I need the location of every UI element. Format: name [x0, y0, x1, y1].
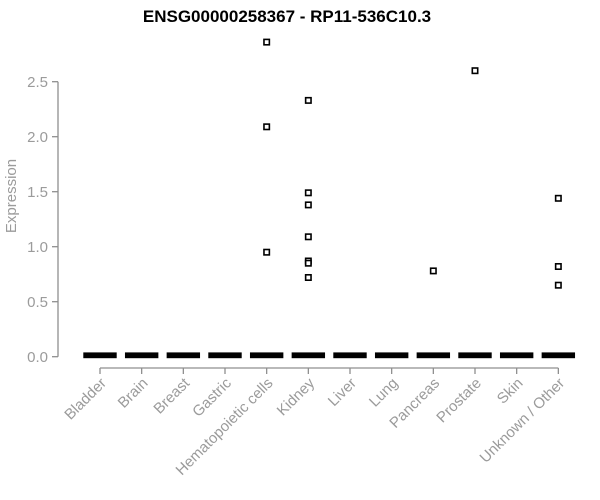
x-tick-label: Brain [115, 375, 152, 412]
median-bar [374, 352, 409, 359]
x-tick-label: Prostate [433, 375, 485, 427]
outlier-point [554, 262, 562, 270]
outlier-point [554, 281, 562, 289]
median-bar [541, 352, 576, 359]
y-tick-label: 2.0 [27, 129, 48, 146]
median-bar [124, 352, 159, 359]
outlier-point [263, 248, 271, 256]
x-tick-label: Breast [150, 374, 193, 417]
outlier-point [429, 267, 437, 275]
outlier-point [304, 201, 312, 209]
outlier-point [304, 96, 312, 104]
x-tick-label: Skin [494, 375, 527, 408]
x-tick-label: Lung [366, 375, 402, 411]
y-tick-label: 2.5 [27, 74, 48, 91]
median-bar [249, 352, 284, 359]
median-bar [83, 352, 117, 359]
median-bar [458, 352, 492, 359]
x-tick-label: Kidney [274, 374, 319, 419]
y-tick-label: 1.5 [27, 184, 48, 201]
outlier-point [263, 123, 271, 131]
outlier-point [304, 273, 312, 281]
x-tick-label: Bladder [61, 375, 110, 424]
median-bar [208, 352, 242, 359]
y-axis-title: Expression [3, 159, 20, 233]
chart-title: ENSG00000258367 - RP11-536C10.3 [142, 7, 432, 26]
median-bar [499, 352, 534, 359]
median-bar [333, 352, 367, 359]
outlier-point [304, 189, 312, 197]
y-tick-label: 0.0 [27, 349, 48, 366]
y-tick-label: 0.5 [27, 294, 48, 311]
median-bar [166, 352, 201, 359]
y-tick-label: 1.0 [27, 239, 48, 256]
outlier-point [554, 194, 562, 202]
outlier-point [304, 233, 312, 241]
outlier-point [471, 67, 479, 75]
median-bar [416, 352, 451, 359]
outlier-point [304, 259, 312, 267]
x-tick-label: Liver [325, 375, 360, 410]
outlier-point [263, 38, 271, 46]
median-bar [291, 352, 326, 359]
